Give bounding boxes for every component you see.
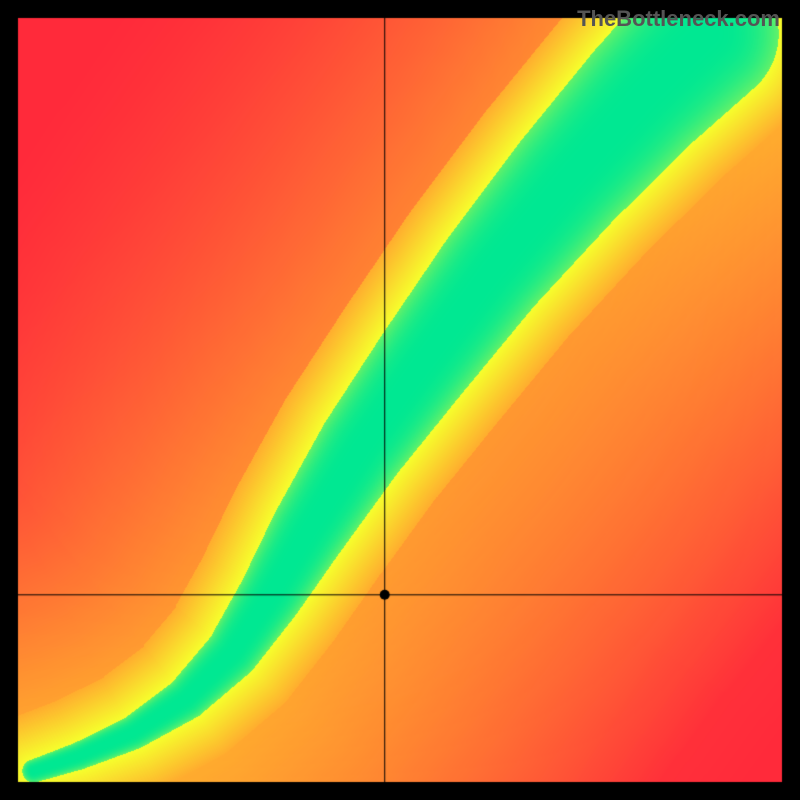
heatmap-canvas [0, 0, 800, 800]
chart-root: TheBottleneck.com [0, 0, 800, 800]
watermark-text: TheBottleneck.com [577, 6, 780, 32]
